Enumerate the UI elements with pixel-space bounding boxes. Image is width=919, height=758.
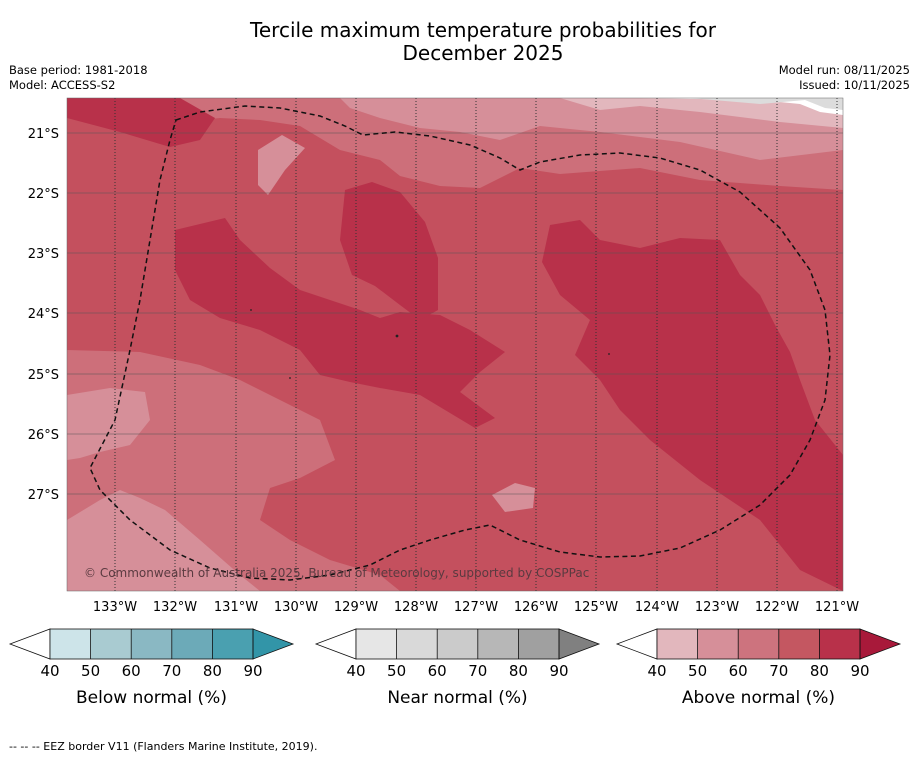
cb-swatch	[90, 629, 132, 659]
cb-tick: 70	[162, 662, 181, 680]
lon-label: 126°W	[514, 600, 558, 615]
cb-swatch	[477, 629, 519, 659]
cb-tick: 80	[203, 662, 222, 680]
meta-right: Model run: 08/11/2025 Issued: 10/11/2025	[779, 63, 910, 93]
cb-tick: 50	[81, 662, 100, 680]
map-frame	[66, 97, 844, 592]
probability-field	[67, 98, 843, 591]
cb-tick: 60	[729, 662, 748, 680]
field-80pct-central	[175, 218, 505, 428]
lat-label: 24°S	[28, 307, 59, 322]
cb-tick: 90	[549, 662, 568, 680]
lon-label: 131°W	[214, 600, 258, 615]
lon-label: 132°W	[153, 600, 197, 615]
cb-swatch	[356, 629, 397, 659]
cb-label: Above normal (%)	[682, 688, 835, 708]
cb-tick: 90	[850, 662, 869, 680]
cb-tick: 40	[346, 662, 365, 680]
lon-label: 130°W	[274, 600, 318, 615]
issued-date: Issued: 10/11/2025	[799, 78, 910, 92]
lon-labels: 133°W 132°W 131°W 130°W 129°W 128°W 127°…	[93, 600, 859, 615]
cb-tick: 70	[769, 662, 788, 680]
lon-label: 121°W	[815, 600, 859, 615]
lat-label: 27°S	[28, 488, 59, 503]
field-50pct-left-a	[67, 388, 150, 460]
lon-label: 133°W	[93, 600, 137, 615]
cb-swatch	[50, 629, 91, 659]
field-80pct-corner	[67, 98, 215, 147]
cb-swatch	[657, 629, 698, 659]
base-period: Base period: 1981-2018	[9, 63, 148, 77]
cb-tick: 70	[468, 662, 487, 680]
lat-label: 23°S	[28, 247, 59, 262]
colorbar-above-normal: 40 50 60 70 80 90 Above normal (%)	[615, 628, 902, 708]
cb-swatch	[252, 628, 295, 660]
islands	[250, 309, 610, 379]
cb-tick: 80	[810, 662, 829, 680]
cb-swatch	[859, 628, 902, 660]
map-figure: © Commonwealth of Australia 2025, Bureau…	[8, 97, 902, 708]
cb-label: Near normal (%)	[387, 688, 527, 708]
cb-swatch	[212, 629, 253, 659]
cb-label: Below normal (%)	[76, 688, 227, 708]
lat-label: 26°S	[28, 428, 59, 443]
lat-label: 21°S	[28, 127, 59, 142]
field-50pct-blob	[492, 483, 535, 512]
lon-label: 125°W	[574, 600, 618, 615]
cb-swatch	[396, 629, 438, 659]
cb-tick: 60	[428, 662, 447, 680]
field-white-top	[640, 98, 843, 115]
field-near-top	[690, 98, 843, 110]
colorbar-near-normal: 40 50 60 70 80 90 Near normal (%)	[314, 628, 601, 708]
cb-tick: 40	[40, 662, 59, 680]
field-80pct-north	[340, 182, 438, 320]
parallels	[67, 132, 843, 495]
lat-labels: 21°S 22°S 23°S 24°S 25°S 26°S 27°S	[28, 127, 59, 503]
cb-swatch	[518, 629, 559, 659]
lon-label: 123°W	[695, 600, 739, 615]
cb-tick: 90	[243, 662, 262, 680]
cb-tick: 80	[509, 662, 528, 680]
cb-swatch	[171, 629, 213, 659]
cb-tick: 50	[688, 662, 707, 680]
cb-swatch	[819, 629, 860, 659]
footer-note: -- -- -- EEZ border V11 (Flanders Marine…	[9, 740, 318, 753]
cb-swatch	[131, 629, 172, 659]
cb-swatch	[738, 629, 779, 659]
cb-swatch	[437, 629, 478, 659]
cb-tick: 60	[122, 662, 141, 680]
colorbar-below-normal: 40 50 60 70 80 90 Below normal (%)	[8, 628, 295, 708]
model-run: Model run: 08/11/2025	[778, 63, 910, 77]
cb-tick: 50	[387, 662, 406, 680]
meta-left: Base period: 1981-2018 Model: ACCESS-S2	[9, 63, 148, 93]
lon-label: 127°W	[454, 600, 498, 615]
meridians	[114, 98, 838, 591]
map-title: Tercile maximum temperature probabilitie…	[0, 19, 919, 65]
title-line-1: Tercile maximum temperature probabilitie…	[250, 18, 716, 42]
lat-label: 22°S	[28, 187, 59, 202]
cb-tick: 40	[647, 662, 666, 680]
lon-label: 122°W	[755, 600, 799, 615]
field-40pct-top	[560, 98, 843, 128]
cb-swatch	[558, 628, 601, 660]
lon-label: 129°W	[334, 600, 378, 615]
field-50pct-patch	[258, 135, 305, 195]
cb-swatch	[778, 629, 820, 659]
lat-label: 25°S	[28, 368, 59, 383]
model-name: Model: ACCESS-S2	[9, 78, 116, 92]
cb-swatch	[697, 629, 739, 659]
lon-label: 128°W	[394, 600, 438, 615]
lon-label: 124°W	[635, 600, 679, 615]
eez-border	[89, 105, 831, 581]
title-line-2: December 2025	[402, 41, 564, 65]
copyright-text: © Commonwealth of Australia 2025, Bureau…	[84, 566, 589, 580]
